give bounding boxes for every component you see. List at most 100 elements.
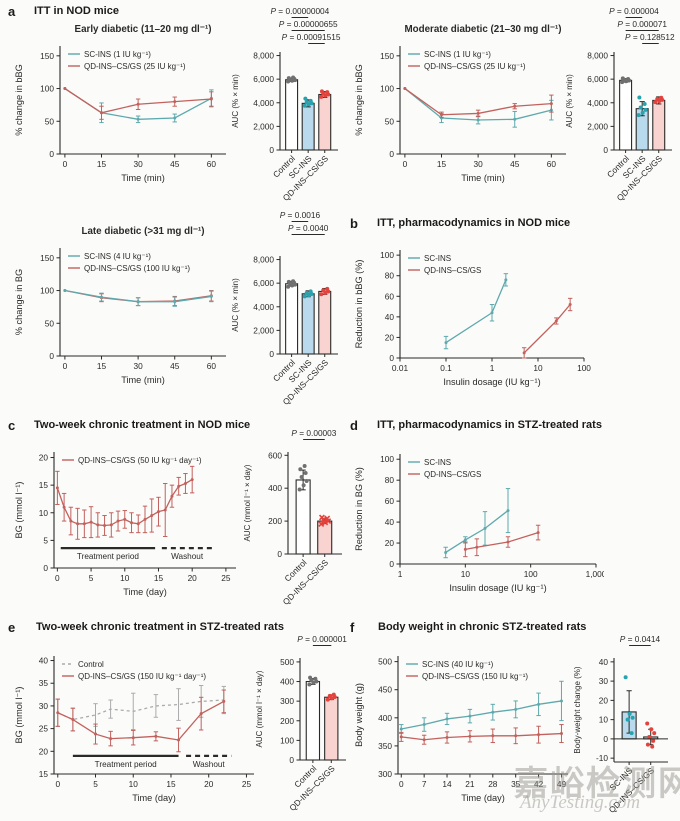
- a3line-svg: Late diabetic (>31 mg dl⁻¹) 0 50 100 150 0 15 3…: [14, 226, 226, 385]
- pvalue: P = 0.00000004: [270, 6, 330, 18]
- svg-text:20: 20: [204, 779, 214, 789]
- panel-f-bodyweight-bar-chart: -10 0 10 20 30 40 Body-weight change (%) SC-INS…: [570, 630, 676, 821]
- svg-text:AUC (mmol l⁻¹ × day): AUC (mmol l⁻¹ × day): [255, 670, 264, 747]
- svg-text:35: 35: [39, 678, 49, 688]
- ebar-svg: 0 100 200 300 400 500 AUC (mmol l⁻¹ × day) Cont…: [255, 634, 347, 813]
- axes: 0 50 100 150 0 15 30 45 60: [40, 248, 226, 371]
- svg-text:20: 20: [39, 746, 49, 756]
- svg-text:-10: -10: [596, 753, 608, 763]
- panel-a-early-auc-bar-chart: 0 2,000 4,000 6,000 8,000 AUC (% × min) Contro…: [228, 2, 346, 211]
- svg-text:6,000: 6,000: [253, 74, 274, 84]
- a3bar-svg: 0 2,000 4,000 6,000 8,000 AUC (% × min) Contro…: [231, 210, 338, 407]
- svg-text:% change in bBG: % change in bBG: [354, 64, 364, 136]
- svg-text:P = 0.0040: P = 0.0040: [288, 223, 329, 233]
- bline-svg: 0 20 40 60 80 100 0.01 0.1 1 10 100 Insulin dosage …: [354, 250, 591, 387]
- legend-item: SC-INS (1 IU kg⁻¹): [68, 50, 151, 59]
- svg-text:40: 40: [599, 657, 609, 667]
- legend-item: SC-INS (40 IU kg⁻¹): [406, 660, 494, 669]
- svg-text:400: 400: [268, 483, 282, 493]
- svg-text:0: 0: [603, 734, 608, 744]
- pvalue: P = 0.00003: [291, 428, 337, 440]
- svg-text:QD-INS–CS/GS (50 IU kg⁻¹ day⁻¹: QD-INS–CS/GS (50 IU kg⁻¹ day⁻¹): [78, 456, 202, 465]
- svg-text:Body weight (g): Body weight (g): [354, 683, 364, 747]
- svg-text:0: 0: [269, 145, 274, 155]
- svg-text:40: 40: [385, 312, 395, 322]
- svg-text:21: 21: [465, 779, 475, 789]
- svg-text:SC-INS (4 IU kg⁻¹): SC-INS (4 IU kg⁻¹): [84, 252, 151, 261]
- svg-text:20: 20: [39, 453, 49, 463]
- panel-d-label: d: [350, 418, 358, 433]
- panel-d-line-chart: 0 20 40 60 80 100 1 10 100 1,000 Insulin dosage (I…: [352, 438, 607, 609]
- svg-text:25: 25: [39, 724, 49, 734]
- svg-text:0: 0: [289, 755, 294, 765]
- svg-text:AUC (mmol l⁻¹ × day): AUC (mmol l⁻¹ × day): [243, 464, 252, 541]
- qd-ins-cs-gs-series: [399, 724, 564, 745]
- svg-text:400: 400: [280, 677, 294, 687]
- bar-control: Control: [282, 463, 311, 584]
- svg-text:100: 100: [280, 735, 294, 745]
- axes: 0 5 10 15 20 0 5 10 15 20 25: [39, 452, 236, 583]
- svg-text:0.1: 0.1: [440, 363, 452, 373]
- pvalue: P = 0.000001: [297, 634, 347, 646]
- fbar-svg: -10 0 10 20 30 40 Body-weight change (%) SC-INS…: [573, 634, 668, 815]
- axes: 300 350 400 450 500 0 7 14 21 28 35 42 49: [378, 656, 568, 789]
- fline-svg: 300 350 400 450 500 0 7 14 21 28 35 42 49 Time (day) B…: [354, 656, 568, 803]
- svg-text:25: 25: [221, 573, 231, 583]
- svg-text:Control: Control: [78, 660, 104, 669]
- svg-text:5: 5: [43, 535, 48, 545]
- annotation: Washout: [186, 754, 232, 769]
- svg-text:45: 45: [170, 159, 180, 169]
- svg-text:Reduction in BG (%): Reduction in BG (%): [354, 467, 364, 551]
- svg-text:30: 30: [39, 701, 49, 711]
- svg-text:60: 60: [547, 159, 557, 169]
- annotation: Treatment period: [72, 754, 179, 769]
- svg-text:15: 15: [154, 573, 164, 583]
- svg-text:0: 0: [603, 145, 608, 155]
- panel-c-label: c: [8, 418, 16, 433]
- legend-item: QD-INS–CS/GS (50 IU kg⁻¹ day⁻¹): [62, 456, 202, 465]
- svg-text:SC-INS: SC-INS: [424, 458, 451, 467]
- panel-d-title: ITT, pharmacodynamics in STZ-treated rat…: [377, 419, 602, 431]
- svg-text:20: 20: [385, 538, 395, 548]
- svg-text:100: 100: [380, 250, 394, 260]
- svg-text:BG (mmol l⁻¹): BG (mmol l⁻¹): [14, 482, 24, 539]
- svg-text:Late diabetic (>31 mg dl⁻¹): Late diabetic (>31 mg dl⁻¹): [81, 226, 204, 237]
- svg-text:P = 0.000004: P = 0.000004: [609, 6, 659, 16]
- legend-item: SC-INS: [408, 458, 451, 467]
- svg-text:10: 10: [533, 363, 543, 373]
- svg-text:P = 0.128512: P = 0.128512: [625, 32, 675, 42]
- svg-text:SC-INS (40 IU kg⁻¹): SC-INS (40 IU kg⁻¹): [422, 660, 494, 669]
- svg-text:30: 30: [134, 361, 144, 371]
- svg-text:Reduction in bBG (%): Reduction in bBG (%): [354, 260, 364, 349]
- svg-text:14: 14: [442, 779, 452, 789]
- svg-text:8,000: 8,000: [587, 51, 608, 61]
- panel-e-auc-bar-chart: 0 100 200 300 400 500 AUC (mmol l⁻¹ × day) Cont…: [252, 630, 354, 821]
- svg-text:7: 7: [422, 779, 427, 789]
- a2line-svg: Moderate diabetic (21–30 mg dl⁻¹) 0 50 100 1…: [354, 24, 566, 183]
- svg-text:Moderate diabetic (21–30 mg dl: Moderate diabetic (21–30 mg dl⁻¹): [404, 24, 561, 35]
- svg-text:15: 15: [97, 159, 107, 169]
- qd-ins-cs-gs-series: [63, 87, 214, 120]
- panel-e-line-chart: 15 20 25 30 35 40 0 5 10 15 20 25 Time (day) BG (mmol…: [12, 640, 262, 817]
- svg-text:100: 100: [380, 84, 394, 94]
- svg-text:100: 100: [577, 363, 591, 373]
- svg-text:QD-INS–CS/GS (150 IU kg⁻¹ day⁻: QD-INS–CS/GS (150 IU kg⁻¹ day⁻¹): [78, 672, 206, 681]
- qd-ins-cs-gs-series: [55, 465, 195, 540]
- panel-c-title: Two-week chronic treatment in NOD mice: [34, 419, 251, 431]
- svg-text:0: 0: [55, 779, 60, 789]
- svg-text:0: 0: [269, 349, 274, 359]
- svg-text:500: 500: [280, 657, 294, 667]
- svg-text:15: 15: [97, 361, 107, 371]
- svg-text:QD-INS–CS/GS (100 IU kg⁻¹): QD-INS–CS/GS (100 IU kg⁻¹): [84, 264, 190, 273]
- svg-text:80: 80: [385, 271, 395, 281]
- dline-svg: 0 20 40 60 80 100 1 10 100 1,000 Insulin dosage (I…: [354, 454, 607, 593]
- svg-text:Early diabetic (11–20 mg dl⁻¹): Early diabetic (11–20 mg dl⁻¹): [75, 24, 212, 35]
- svg-text:AUC (% × min): AUC (% × min): [231, 278, 240, 332]
- svg-text:% change in BG: % change in BG: [14, 269, 24, 335]
- axes: -10 0 10 20 30 40: [596, 657, 668, 763]
- svg-text:2,000: 2,000: [587, 121, 608, 131]
- svg-text:5: 5: [89, 573, 94, 583]
- svg-text:50: 50: [45, 116, 55, 126]
- panel-a-moderate-auc-bar-chart: 0 2,000 4,000 6,000 8,000 AUC (% × min) Contro…: [562, 2, 680, 211]
